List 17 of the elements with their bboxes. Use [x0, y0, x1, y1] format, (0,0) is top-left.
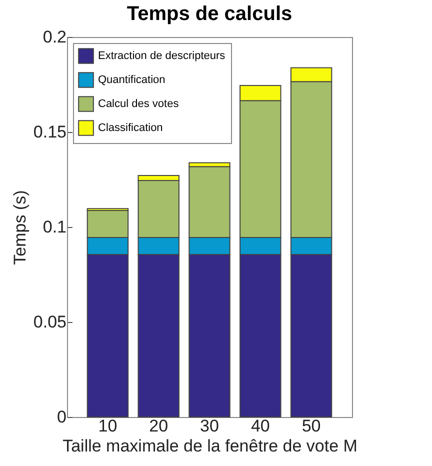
x-tick-label: 10	[98, 416, 118, 436]
y-tick-label: 0	[57, 408, 66, 426]
x-tick-label: 50	[302, 416, 321, 436]
x-tick-label: 30	[200, 416, 219, 436]
x-tick-label: 40	[250, 416, 270, 436]
x-axis-title: Taille maximale de la fenêtre de vote M	[62, 436, 358, 456]
y-tick-label: 0.1	[42, 218, 66, 236]
y-axis-title: Temps (s)	[10, 190, 30, 265]
y-tick-label: 0.15	[33, 122, 66, 142]
y-tick-label: 0.05	[33, 312, 66, 332]
x-tick-label: 20	[149, 416, 168, 436]
legend-label: Classification	[98, 122, 163, 134]
legend-label: Calcul des votes	[98, 98, 180, 110]
chart-title: Temps de calculs	[126, 3, 292, 25]
y-tick-label: 0.2	[42, 28, 66, 46]
legend-label: Extraction de descripteurs	[98, 50, 226, 62]
legend-label: Quantification	[98, 74, 166, 86]
